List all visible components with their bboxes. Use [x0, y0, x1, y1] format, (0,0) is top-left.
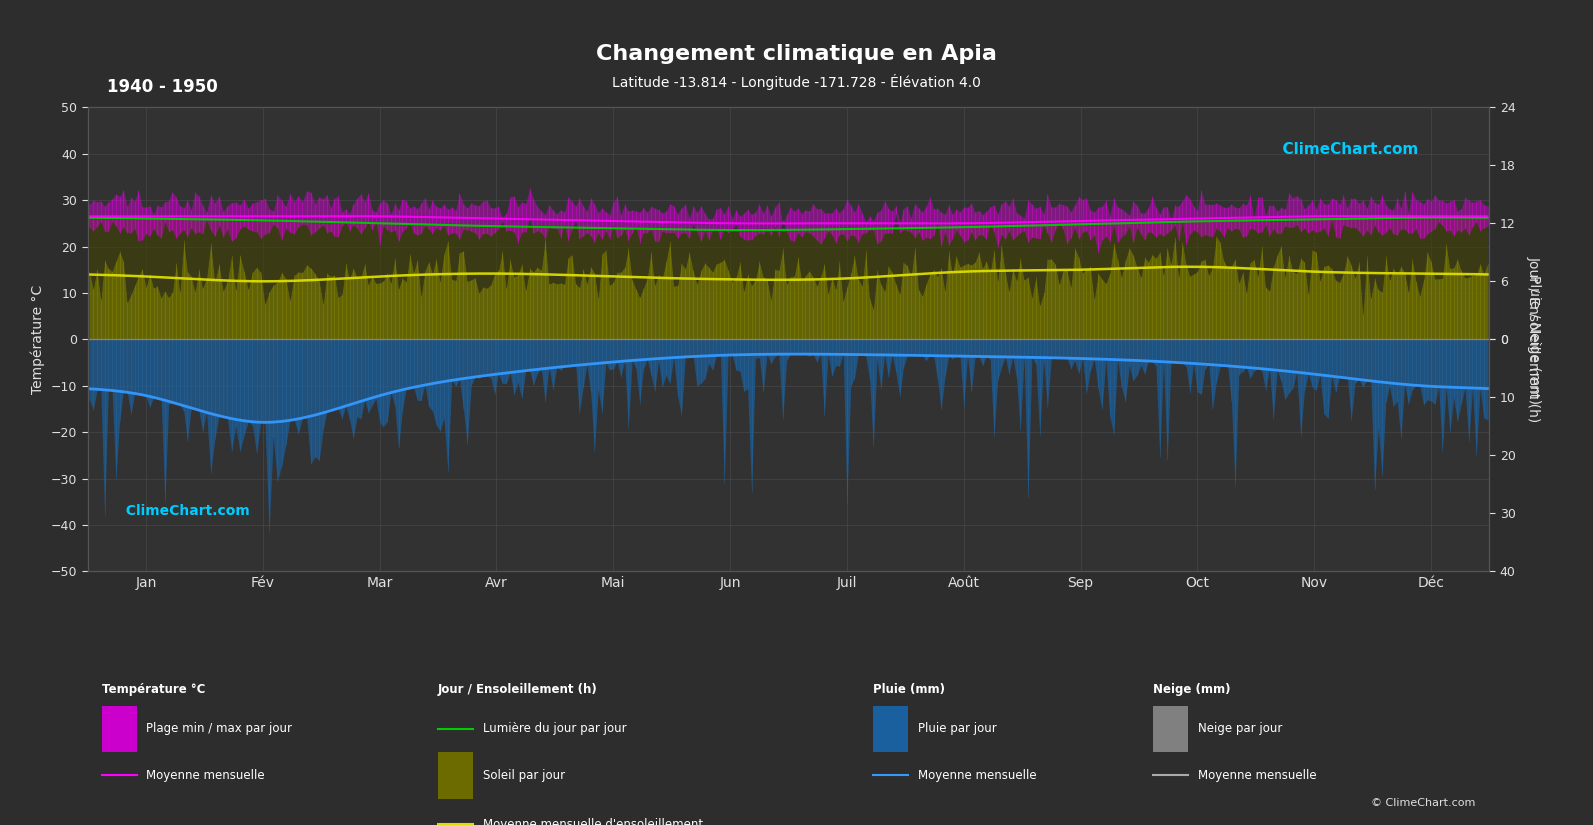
Text: Moyenne mensuelle d'ensoleillement: Moyenne mensuelle d'ensoleillement [483, 818, 703, 825]
Text: Changement climatique en Apia: Changement climatique en Apia [596, 44, 997, 64]
Text: Lumière du jour par jour: Lumière du jour par jour [483, 723, 626, 735]
Bar [438, 752, 473, 799]
Y-axis label: Jour / Ensoleillement (h): Jour / Ensoleillement (h) [1526, 257, 1540, 422]
Text: Moyenne mensuelle: Moyenne mensuelle [918, 769, 1035, 782]
Text: © ClimeChart.com: © ClimeChart.com [1372, 799, 1475, 808]
Y-axis label: Température °C: Température °C [30, 285, 45, 394]
Text: Jour / Ensoleillement (h): Jour / Ensoleillement (h) [438, 682, 597, 695]
Text: ClimeChart.com: ClimeChart.com [116, 504, 250, 518]
Text: Moyenne mensuelle: Moyenne mensuelle [1198, 769, 1316, 782]
Bar [102, 705, 137, 752]
Text: Moyenne mensuelle: Moyenne mensuelle [147, 769, 264, 782]
Text: Plage min / max par jour: Plage min / max par jour [147, 723, 293, 735]
Text: ClimeChart.com: ClimeChart.com [1273, 142, 1418, 157]
Text: Latitude -13.814 - Longitude -171.728 - Élévation 4.0: Latitude -13.814 - Longitude -171.728 - … [612, 74, 981, 91]
Text: Neige (mm): Neige (mm) [1153, 682, 1230, 695]
Y-axis label: Pluie / Neige (mm): Pluie / Neige (mm) [1526, 275, 1540, 404]
Text: Neige par jour: Neige par jour [1198, 723, 1282, 735]
Text: Soleil par jour: Soleil par jour [483, 769, 566, 782]
Text: 1940 - 1950: 1940 - 1950 [107, 78, 218, 96]
Text: Pluie (mm): Pluie (mm) [873, 682, 945, 695]
Bar [1153, 705, 1188, 752]
Text: Pluie par jour: Pluie par jour [918, 723, 996, 735]
Bar [873, 705, 908, 752]
Text: Température °C: Température °C [102, 682, 205, 695]
